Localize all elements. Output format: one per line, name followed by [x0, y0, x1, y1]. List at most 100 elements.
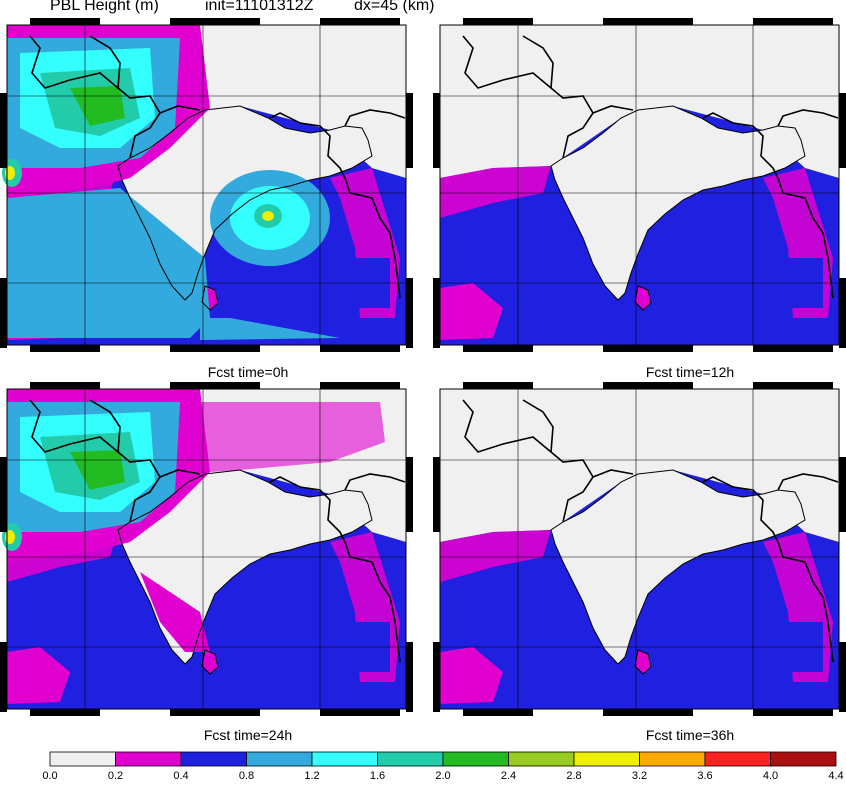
colorbar-tick-label: 4.4: [828, 770, 844, 782]
country-border: [777, 109, 839, 127]
colorbar-swatch: [180, 751, 247, 767]
country-border: [29, 35, 201, 114]
frame-tick: [320, 18, 400, 25]
variable-title: PBL Height (m): [50, 0, 159, 14]
map-panel-24h: [0, 382, 413, 716]
frame-tick: [170, 382, 260, 389]
frame-tick: [433, 457, 440, 532]
country-border: [702, 112, 834, 299]
pbl-contour: [635, 286, 651, 310]
frame-tick: [463, 18, 533, 25]
country-border: [522, 35, 554, 89]
colorbar-tick-label: 3.2: [631, 770, 648, 782]
coastline: [550, 469, 806, 665]
colorbar-tick-label: 2.4: [500, 770, 517, 782]
frame-tick: [406, 642, 413, 712]
land-field: [551, 106, 805, 300]
pbl-height-colorbar: [49, 751, 837, 767]
coastline: [634, 649, 652, 675]
frame-tick: [603, 382, 693, 389]
colorbar-swatch: [311, 751, 378, 767]
frame-tick: [170, 709, 260, 716]
frame-tick: [0, 278, 7, 348]
frame-tick: [463, 382, 533, 389]
frame-tick: [839, 457, 846, 532]
colorbar-swatch: [770, 751, 837, 767]
colorbar-tick-label: 1.2: [304, 770, 320, 782]
country-border: [344, 473, 406, 491]
map-panel-36h: [433, 382, 846, 716]
frame-tick: [433, 93, 440, 168]
country-border: [129, 476, 161, 523]
frame-tick: [0, 642, 7, 712]
map-panel-0h: [0, 18, 413, 352]
frame-tick: [839, 642, 846, 712]
frame-tick: [603, 345, 693, 352]
frame-tick: [753, 345, 833, 352]
colorbar-tick-label: 0.4: [173, 770, 189, 782]
forecast-time-caption: Fcst time=24h: [203, 727, 293, 743]
frame-tick: [0, 93, 7, 168]
pbl-contour: [140, 572, 210, 652]
land-field: [440, 25, 839, 178]
country-border: [89, 399, 121, 453]
colorbar-tick-label: 4.0: [762, 770, 779, 782]
coastline: [201, 285, 219, 311]
colorbar-swatch: [442, 751, 509, 767]
coastline: [634, 285, 652, 311]
colorbar-swatch: [49, 751, 116, 767]
pbl-contour: [200, 318, 340, 340]
frame-tick: [839, 93, 846, 168]
frame-tick: [463, 709, 533, 716]
pbl-contour: [200, 402, 385, 472]
country-border: [269, 112, 401, 299]
colorbar-swatch: [639, 751, 706, 767]
frame-tick: [433, 278, 440, 348]
frame-tick: [30, 382, 100, 389]
forecast-time-caption: Fcst time=0h: [207, 364, 289, 380]
colorbar-tick-label: 1.6: [369, 770, 386, 782]
frame-tick: [406, 278, 413, 348]
pbl-contour: [635, 650, 651, 674]
frame-tick: [0, 457, 7, 532]
land-field: [440, 389, 839, 542]
frame-tick: [320, 709, 400, 716]
colorbar-tick-label: 0.2: [107, 770, 124, 782]
coastline: [117, 105, 373, 301]
colorbar-swatch: [246, 751, 313, 767]
frame-tick: [463, 345, 533, 352]
land-field: [551, 470, 805, 664]
grid-spacing-title: dx=45 (km): [354, 0, 435, 14]
country-border: [462, 35, 634, 114]
frame-tick: [170, 345, 260, 352]
frame-tick: [433, 642, 440, 712]
country-border: [562, 112, 594, 159]
frame-tick: [753, 709, 833, 716]
frame-tick: [406, 93, 413, 168]
frame-tick: [753, 18, 833, 25]
country-border: [89, 35, 121, 89]
pbl-contour: [440, 647, 503, 704]
frame-tick: [30, 18, 100, 25]
forecast-time-caption: Fcst time=36h: [645, 727, 735, 743]
colorbar-swatch: [115, 751, 182, 767]
frame-tick: [170, 18, 260, 25]
country-border: [462, 399, 634, 478]
colorbar-tick-label: 0.0: [42, 770, 58, 782]
country-border: [129, 112, 161, 159]
map-12h: [433, 18, 846, 352]
colorbar-tick-label: 2.8: [566, 770, 582, 782]
pbl-contour: [440, 166, 551, 218]
frame-tick: [30, 345, 100, 352]
pbl-contour: [262, 211, 274, 221]
frame-tick: [839, 278, 846, 348]
frame-tick: [320, 382, 400, 389]
country-border: [269, 476, 401, 663]
country-border: [702, 476, 834, 663]
frame-tick: [406, 457, 413, 532]
country-border: [562, 476, 594, 523]
coastline: [201, 649, 219, 675]
pbl-contour: [440, 530, 551, 582]
frame-tick: [753, 382, 833, 389]
colorbar-tick-label: 2.0: [435, 770, 451, 782]
